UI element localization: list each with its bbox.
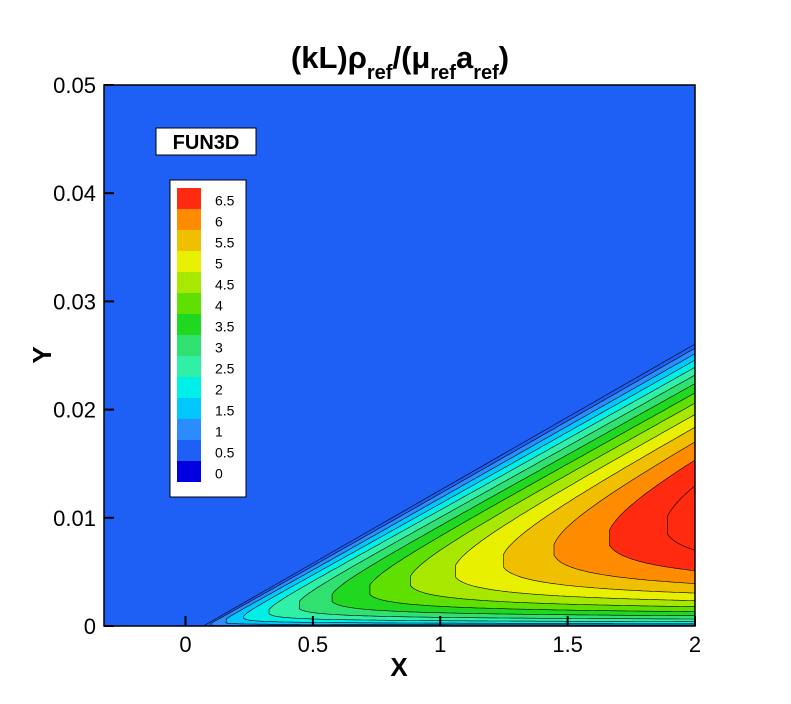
legend-swatch (177, 314, 201, 335)
y-tick-label: 0.02 (53, 398, 96, 423)
title-part: ) (499, 40, 509, 75)
legend-label: 0 (215, 466, 223, 482)
contour-band (609, 459, 695, 571)
plot-frame (103, 84, 696, 627)
plot-area: 0 0.5 1 1.5 2 0 0.01 0.02 0.03 0.04 0.05 (53, 73, 701, 657)
legend-label: 1.5 (215, 403, 235, 419)
legend-swatch (177, 272, 201, 293)
legend-label: 4 (215, 298, 223, 314)
legend-swatch (177, 251, 201, 272)
title-part: a (456, 40, 474, 75)
title-sub: ref (473, 62, 499, 84)
y-tick-label: 0.04 (53, 181, 96, 206)
legend-label: 3.5 (215, 319, 235, 335)
legend-swatch (177, 209, 201, 230)
legend-swatch (177, 419, 201, 440)
title-part: (kL)ρ (291, 40, 367, 75)
annotation: FUN3D (173, 132, 240, 154)
legend-swatch (177, 335, 201, 356)
contour-band (667, 485, 695, 551)
legend-label: 5.5 (215, 235, 235, 251)
x-tick-label: 0 (179, 632, 191, 657)
title-part: /(μ (392, 40, 430, 75)
annotation-box (155, 127, 257, 156)
legend-swatch (177, 377, 201, 398)
legend-swatch (177, 188, 201, 209)
legend-swatch (177, 440, 201, 461)
legend-label: 6.5 (215, 193, 235, 209)
title-sub: ref (430, 62, 456, 84)
x-tick-label: 0.5 (298, 632, 329, 657)
legend-swatch (177, 293, 201, 314)
legend-label: 2.5 (215, 361, 235, 377)
legend-swatch (177, 230, 201, 251)
legend-label: 0.5 (215, 445, 235, 461)
x-tick-label: 1 (434, 632, 446, 657)
legend-label: 2 (215, 382, 223, 398)
title-sub: ref (367, 62, 393, 84)
legend-swatch (177, 398, 201, 419)
legend-label: 3 (215, 340, 223, 356)
x-tick-label: 1.5 (552, 632, 583, 657)
legend-label: 1 (215, 424, 223, 440)
x-axis-label: X (390, 652, 408, 682)
legend-label: 6 (215, 214, 223, 230)
x-tick-label: 2 (689, 632, 701, 657)
chart-title: (kL)ρref/(μrefaref) (291, 40, 509, 84)
legend-swatch (177, 356, 201, 377)
y-axis-label: Y (27, 346, 57, 363)
legend-label: 5 (215, 256, 223, 272)
legend-swatch (177, 461, 201, 482)
y-tick-label: 0.05 (53, 73, 96, 98)
y-tick-label: 0 (84, 614, 96, 639)
y-tick-label: 0.03 (53, 289, 96, 314)
legend-label: 4.5 (215, 277, 235, 293)
y-tick-label: 0.01 (53, 506, 96, 531)
